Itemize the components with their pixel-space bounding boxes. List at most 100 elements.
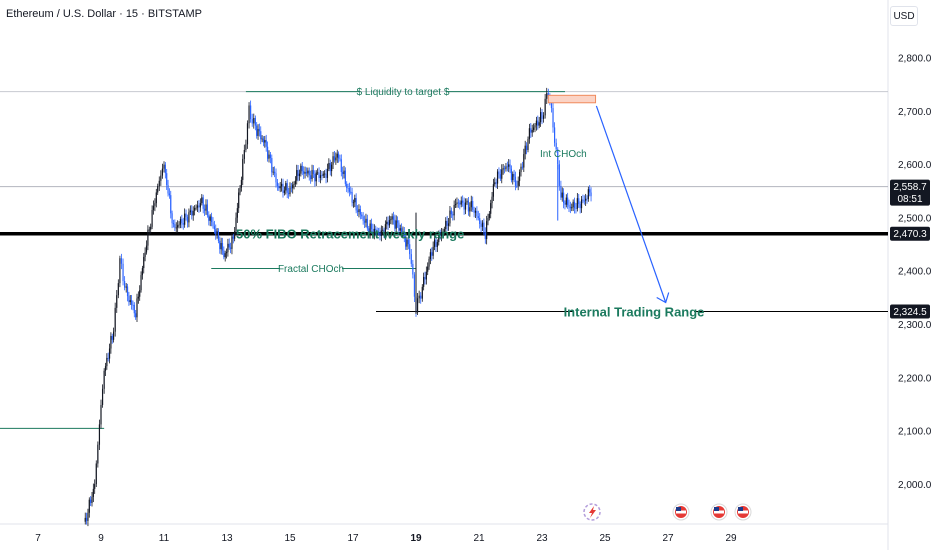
candle-body: [189, 210, 191, 213]
candle-body: [346, 183, 348, 188]
candle-body: [164, 164, 166, 174]
candle-body: [425, 271, 427, 280]
candle-body: [126, 286, 129, 297]
us-flag-icon-canton: [714, 507, 719, 511]
candle-body: [282, 183, 284, 193]
candle-body: [361, 214, 363, 217]
candle-body: [392, 216, 395, 220]
candle-body: [528, 128, 530, 140]
candle-body: [185, 213, 187, 217]
candle-body: [151, 210, 153, 227]
candle-body: [557, 149, 559, 165]
candle-body: [401, 228, 403, 233]
x-tick-label: 13: [221, 533, 233, 544]
y-tick-label: 2,200.0: [898, 373, 932, 384]
candle-body: [137, 296, 139, 299]
candle-body: [575, 208, 577, 210]
candle-body: [198, 205, 200, 208]
candle-body: [172, 223, 175, 225]
candle-body: [418, 295, 420, 299]
candle-body: [490, 203, 492, 214]
candle-body: [512, 173, 514, 181]
us-flag-icon-canton: [738, 507, 743, 511]
candle-body: [508, 164, 510, 167]
candle-body: [386, 221, 388, 225]
candle-body: [202, 197, 204, 209]
candle-body: [188, 212, 190, 223]
candle-body: [104, 366, 107, 371]
candle-body: [555, 142, 557, 150]
candle-body: [376, 230, 378, 233]
candle-body: [449, 210, 451, 224]
candle-body: [216, 231, 218, 235]
us-flag-icon-stripe: [714, 510, 724, 514]
candle-body: [107, 357, 109, 359]
candle-body: [119, 258, 121, 284]
candle-body: [260, 131, 262, 140]
candle-body: [139, 290, 141, 297]
candle-body: [382, 229, 384, 231]
candle-body: [533, 127, 535, 130]
candle-body: [289, 187, 291, 195]
x-tick-label: 21: [473, 533, 485, 544]
candle-body: [436, 242, 438, 247]
candle-body: [278, 185, 280, 189]
candle-body: [492, 184, 494, 197]
candle-body: [205, 204, 207, 211]
candle-body: [199, 203, 201, 208]
candle-body: [154, 203, 156, 206]
candle-body: [569, 206, 571, 209]
candle-body: [359, 209, 361, 215]
currency-selector[interactable]: USD: [890, 6, 918, 26]
candle-body: [550, 102, 553, 109]
candle-body: [541, 112, 543, 119]
candle-body: [377, 232, 380, 234]
candle-body: [554, 127, 556, 143]
candle-body: [245, 144, 247, 150]
candle-body: [372, 229, 374, 236]
candle-body: [477, 216, 479, 219]
candle-body: [191, 210, 193, 216]
candle-body: [236, 208, 238, 218]
candle-body: [445, 220, 447, 230]
candle-body: [513, 173, 515, 177]
candle-body: [384, 224, 386, 236]
candle-body: [498, 171, 500, 175]
candle-body: [90, 499, 92, 503]
candle-body: [158, 180, 160, 187]
candle-body: [520, 166, 522, 173]
candle-body: [564, 202, 566, 205]
candle-body: [324, 173, 326, 175]
candle-body: [488, 213, 490, 219]
candle-body: [491, 196, 493, 204]
candle-body: [514, 176, 517, 186]
candle-body: [286, 183, 288, 193]
candle-body: [317, 172, 319, 174]
candle-body: [572, 201, 574, 208]
candle-body: [535, 120, 537, 126]
candle-body: [563, 192, 565, 203]
fractal-choch-label: Fractal CHOch: [278, 264, 344, 275]
candle-body: [373, 228, 375, 236]
candle-body: [157, 186, 159, 193]
x-tick-label: 15: [284, 533, 296, 544]
candle-body: [290, 187, 292, 189]
candle-body: [466, 200, 468, 203]
candle-body: [136, 298, 138, 318]
candle-body: [481, 222, 484, 227]
candle-body: [479, 218, 481, 224]
candle-body: [132, 304, 134, 306]
candle-body: [297, 170, 299, 176]
candle-body: [133, 304, 135, 314]
candle-body: [276, 182, 278, 186]
candle-body: [589, 189, 591, 193]
us-flag-icon-stripe: [738, 510, 748, 514]
candle-body: [274, 171, 276, 174]
candle-body: [457, 202, 459, 204]
candle-body: [472, 201, 474, 210]
candle-body: [268, 154, 270, 159]
fibo-retracement-label: 50% FIBO Retracement weekly range: [236, 227, 464, 242]
candle-body: [453, 205, 455, 216]
candle-body: [470, 201, 472, 208]
